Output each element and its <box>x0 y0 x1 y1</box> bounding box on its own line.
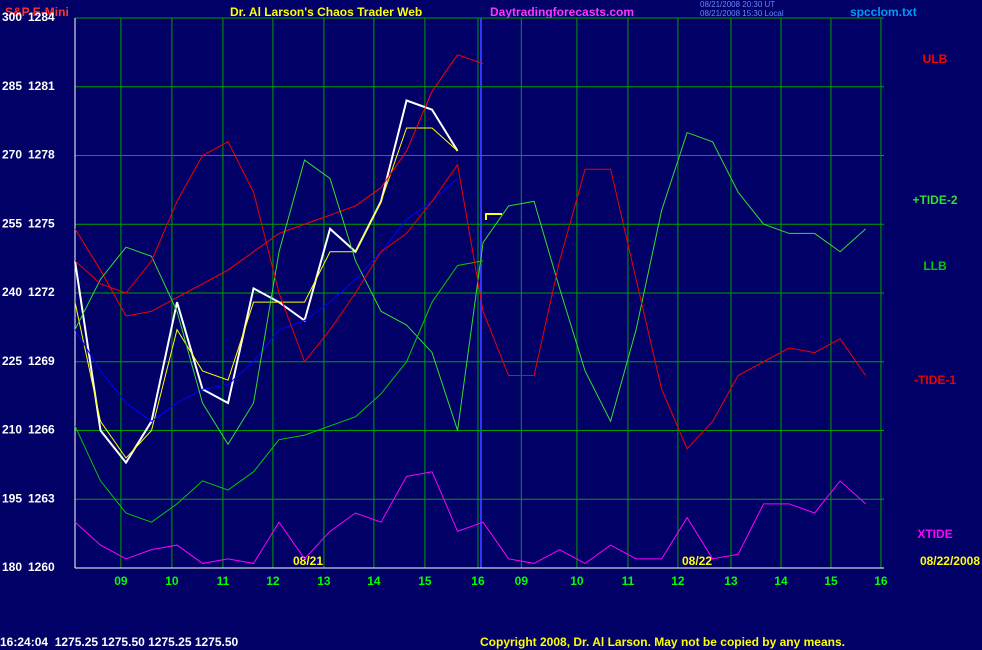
y2-tick-label: 1281 <box>28 79 55 93</box>
x-tick-label: 11 <box>217 574 230 588</box>
y-tick-label: 300 <box>2 10 22 24</box>
y-tick-label: 240 <box>2 285 22 299</box>
x-tick-label: 14 <box>774 574 788 588</box>
y2-tick-label: 1269 <box>28 354 55 368</box>
y2-tick-label: 1284 <box>28 10 55 24</box>
y-tick-label: 195 <box>2 491 22 505</box>
chart-title: Dr. Al Larson's Chaos Trader Web <box>230 5 422 19</box>
copyright: Copyright 2008, Dr. Al Larson. May not b… <box>480 635 845 649</box>
x-tick-label: 09 <box>515 574 529 588</box>
legend-label: XTIDE <box>917 527 952 541</box>
y2-tick-label: 1266 <box>28 423 55 437</box>
legend-label: -TIDE-1 <box>914 373 956 387</box>
x-tick-label: 12 <box>266 574 280 588</box>
timestamp: 08/21/2008 20:30 UT <box>700 0 775 9</box>
series-line <box>74 127 458 459</box>
y-tick-label: 180 <box>2 560 22 574</box>
y-tick-label: 255 <box>2 216 22 230</box>
file-name: spcclom.txt <box>850 5 917 19</box>
quote: 16:24:04 1275.25 1275.50 1275.25 1275.50 <box>0 635 239 649</box>
x-tick-label: 10 <box>165 574 179 588</box>
x-tick-label: 13 <box>317 574 331 588</box>
date-label: 08/22/2008 <box>920 554 980 568</box>
y2-tick-label: 1260 <box>28 560 55 574</box>
series-line <box>74 471 866 565</box>
legend-label: ULB <box>923 52 948 66</box>
marker <box>485 213 502 220</box>
series-line <box>74 141 867 450</box>
y2-tick-label: 1275 <box>28 216 55 230</box>
x-tick-label: 15 <box>418 574 432 588</box>
y-tick-label: 285 <box>2 79 22 93</box>
series-line <box>74 54 484 317</box>
y2-tick-label: 1272 <box>28 285 55 299</box>
x-tick-label: 13 <box>724 574 738 588</box>
series-line <box>74 260 484 523</box>
series-line <box>74 178 458 422</box>
y2-tick-label: 1278 <box>28 148 55 162</box>
site: Daytradingforecasts.com <box>490 5 634 19</box>
y-tick-label: 210 <box>2 423 22 437</box>
y-tick-label: 270 <box>2 148 22 162</box>
x-tick-label: 15 <box>824 574 838 588</box>
y2-tick-label: 1263 <box>28 491 55 505</box>
legend-label: LLB <box>923 259 947 273</box>
y-tick-label: 225 <box>2 354 22 368</box>
legend-label: +TIDE-2 <box>912 193 957 207</box>
timestamp: 08/21/2008 15:30 Local <box>700 9 784 18</box>
x-tick-label: 16 <box>471 574 485 588</box>
series-line <box>74 131 866 446</box>
x-tick-label: 10 <box>570 574 584 588</box>
date-label: 08/22 <box>682 554 712 568</box>
x-tick-label: 16 <box>874 574 888 588</box>
x-tick-label: 14 <box>367 574 381 588</box>
instrument: S&P E-Mini <box>5 5 69 19</box>
x-tick-label: 11 <box>622 574 635 588</box>
date-label: 08/21 <box>293 554 323 568</box>
x-tick-label: 12 <box>671 574 685 588</box>
x-tick-label: 09 <box>114 574 128 588</box>
series-line <box>74 99 459 465</box>
